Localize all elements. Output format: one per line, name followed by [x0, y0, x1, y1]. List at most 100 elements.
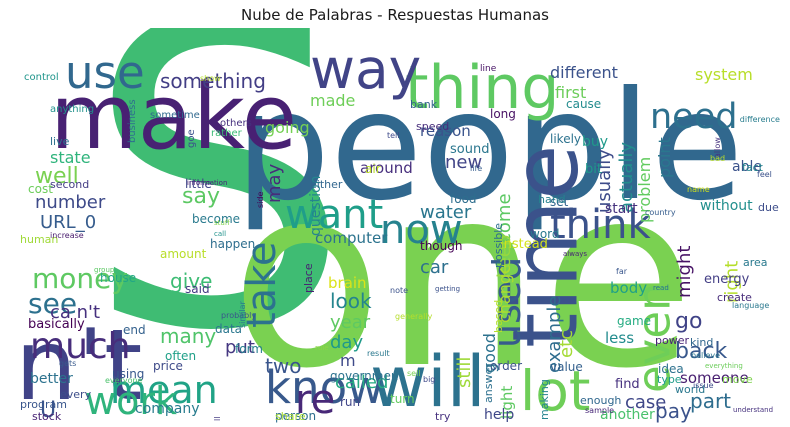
- word-help: help: [484, 407, 514, 423]
- word-kind: kind: [690, 336, 713, 349]
- word-ca-n-t: ca n't: [50, 302, 100, 323]
- word-food: food: [450, 192, 477, 206]
- word-made: made: [310, 91, 355, 110]
- word-human: human: [20, 233, 58, 246]
- word-say: say: [182, 184, 220, 209]
- word-believe: believe: [691, 351, 720, 360]
- word-allow: allow: [713, 137, 722, 158]
- word-difference: difference: [740, 115, 780, 124]
- word-work: work: [85, 379, 177, 423]
- word-come: come: [494, 193, 515, 243]
- chart-title: Nube de Palabras - Respuestas Humanas: [241, 6, 549, 24]
- word-may: may: [264, 163, 285, 203]
- word-light: light: [498, 386, 516, 419]
- word-increase: increase: [50, 231, 84, 240]
- word-find: find: [615, 377, 640, 392]
- word-making: making: [538, 379, 551, 420]
- word-hand: hand: [538, 193, 566, 206]
- word-first: first: [555, 83, 586, 102]
- word-everything: everything: [705, 362, 743, 370]
- word-part: part: [690, 389, 731, 413]
- word-keep: keep: [494, 235, 515, 278]
- word-sell: sell: [407, 369, 421, 378]
- word-m: m: [340, 351, 356, 370]
- word-second: second: [50, 178, 89, 191]
- word-due: due: [758, 201, 779, 214]
- word-now: now: [380, 207, 463, 253]
- word-read: read: [653, 284, 669, 292]
- word-control: control: [24, 72, 59, 83]
- word-order: order: [490, 359, 522, 373]
- word-price: price: [153, 359, 183, 373]
- word-change: change: [495, 264, 514, 323]
- word-used: used: [485, 257, 529, 348]
- word-line: line: [480, 64, 497, 74]
- word-place: place: [302, 263, 315, 293]
- word-government: government: [330, 369, 403, 383]
- word-state: state: [50, 148, 91, 167]
- word-s: S: [85, 28, 352, 423]
- word-far: far: [616, 267, 628, 276]
- word-computer: computer: [315, 229, 388, 247]
- word-reason: reason: [420, 122, 471, 140]
- word-instead: instead: [500, 237, 548, 252]
- word-start: start: [605, 201, 638, 217]
- word-though: though: [420, 239, 462, 253]
- word-fact: fact: [742, 161, 764, 174]
- word-word: word: [530, 227, 560, 241]
- word-able: able: [732, 159, 762, 175]
- word-possible: possible: [492, 223, 505, 268]
- word-without: without: [700, 198, 753, 214]
- word-people: people: [235, 60, 743, 234]
- word-everyone: everyone: [105, 376, 143, 385]
- word-either: either: [310, 178, 343, 191]
- word-less: less: [605, 329, 634, 347]
- word-called: called: [335, 372, 388, 393]
- word-bit: bit: [585, 162, 602, 177]
- word-life: life: [470, 164, 482, 173]
- word-probably: probably: [221, 311, 256, 320]
- word-need: need: [650, 97, 737, 137]
- word-year: year: [330, 312, 371, 333]
- word-back: back: [675, 339, 728, 364]
- word-share: share: [275, 410, 306, 423]
- word-cause: cause: [566, 97, 601, 111]
- word-re: re: [295, 377, 335, 423]
- word-thing: thing: [405, 53, 559, 123]
- word-name: name: [687, 185, 710, 194]
- word-example: example: [544, 296, 565, 373]
- word-rule: rule: [315, 344, 329, 352]
- word-u: U: [40, 398, 56, 423]
- word-amount: amount: [160, 247, 207, 261]
- word-getting: getting: [435, 285, 460, 293]
- word-gets: gets: [59, 359, 76, 368]
- word-generally: generally: [395, 312, 433, 321]
- word-well: well: [35, 164, 79, 189]
- word-answer: answer: [482, 363, 495, 403]
- word-around: around: [360, 159, 413, 177]
- word-system: system: [695, 65, 753, 84]
- word-happen: happen: [210, 237, 255, 251]
- word-n-t: n't: [15, 309, 142, 423]
- word-always: always: [563, 250, 587, 258]
- word-etc: etc: [556, 330, 577, 358]
- word-pay: pay: [655, 399, 692, 423]
- word-company: company: [135, 401, 200, 417]
- word-better: better: [30, 371, 73, 387]
- word-goe: goe: [186, 129, 197, 148]
- word-use: use: [65, 46, 145, 99]
- word-time: time: [494, 145, 599, 348]
- word-run: run: [340, 395, 360, 409]
- word-form: form: [235, 342, 263, 356]
- word-understand: understand: [733, 406, 773, 414]
- word-one: one: [230, 132, 695, 423]
- word-different: different: [550, 63, 618, 82]
- word-idea: idea: [658, 362, 684, 376]
- word-similar: similar: [238, 300, 247, 328]
- word-new: new: [445, 152, 482, 173]
- word-good: good: [480, 333, 499, 373]
- word-look: look: [330, 289, 372, 313]
- word-want: want: [285, 192, 383, 238]
- word-feel: feel: [757, 170, 772, 179]
- word-enough: enough: [580, 394, 621, 407]
